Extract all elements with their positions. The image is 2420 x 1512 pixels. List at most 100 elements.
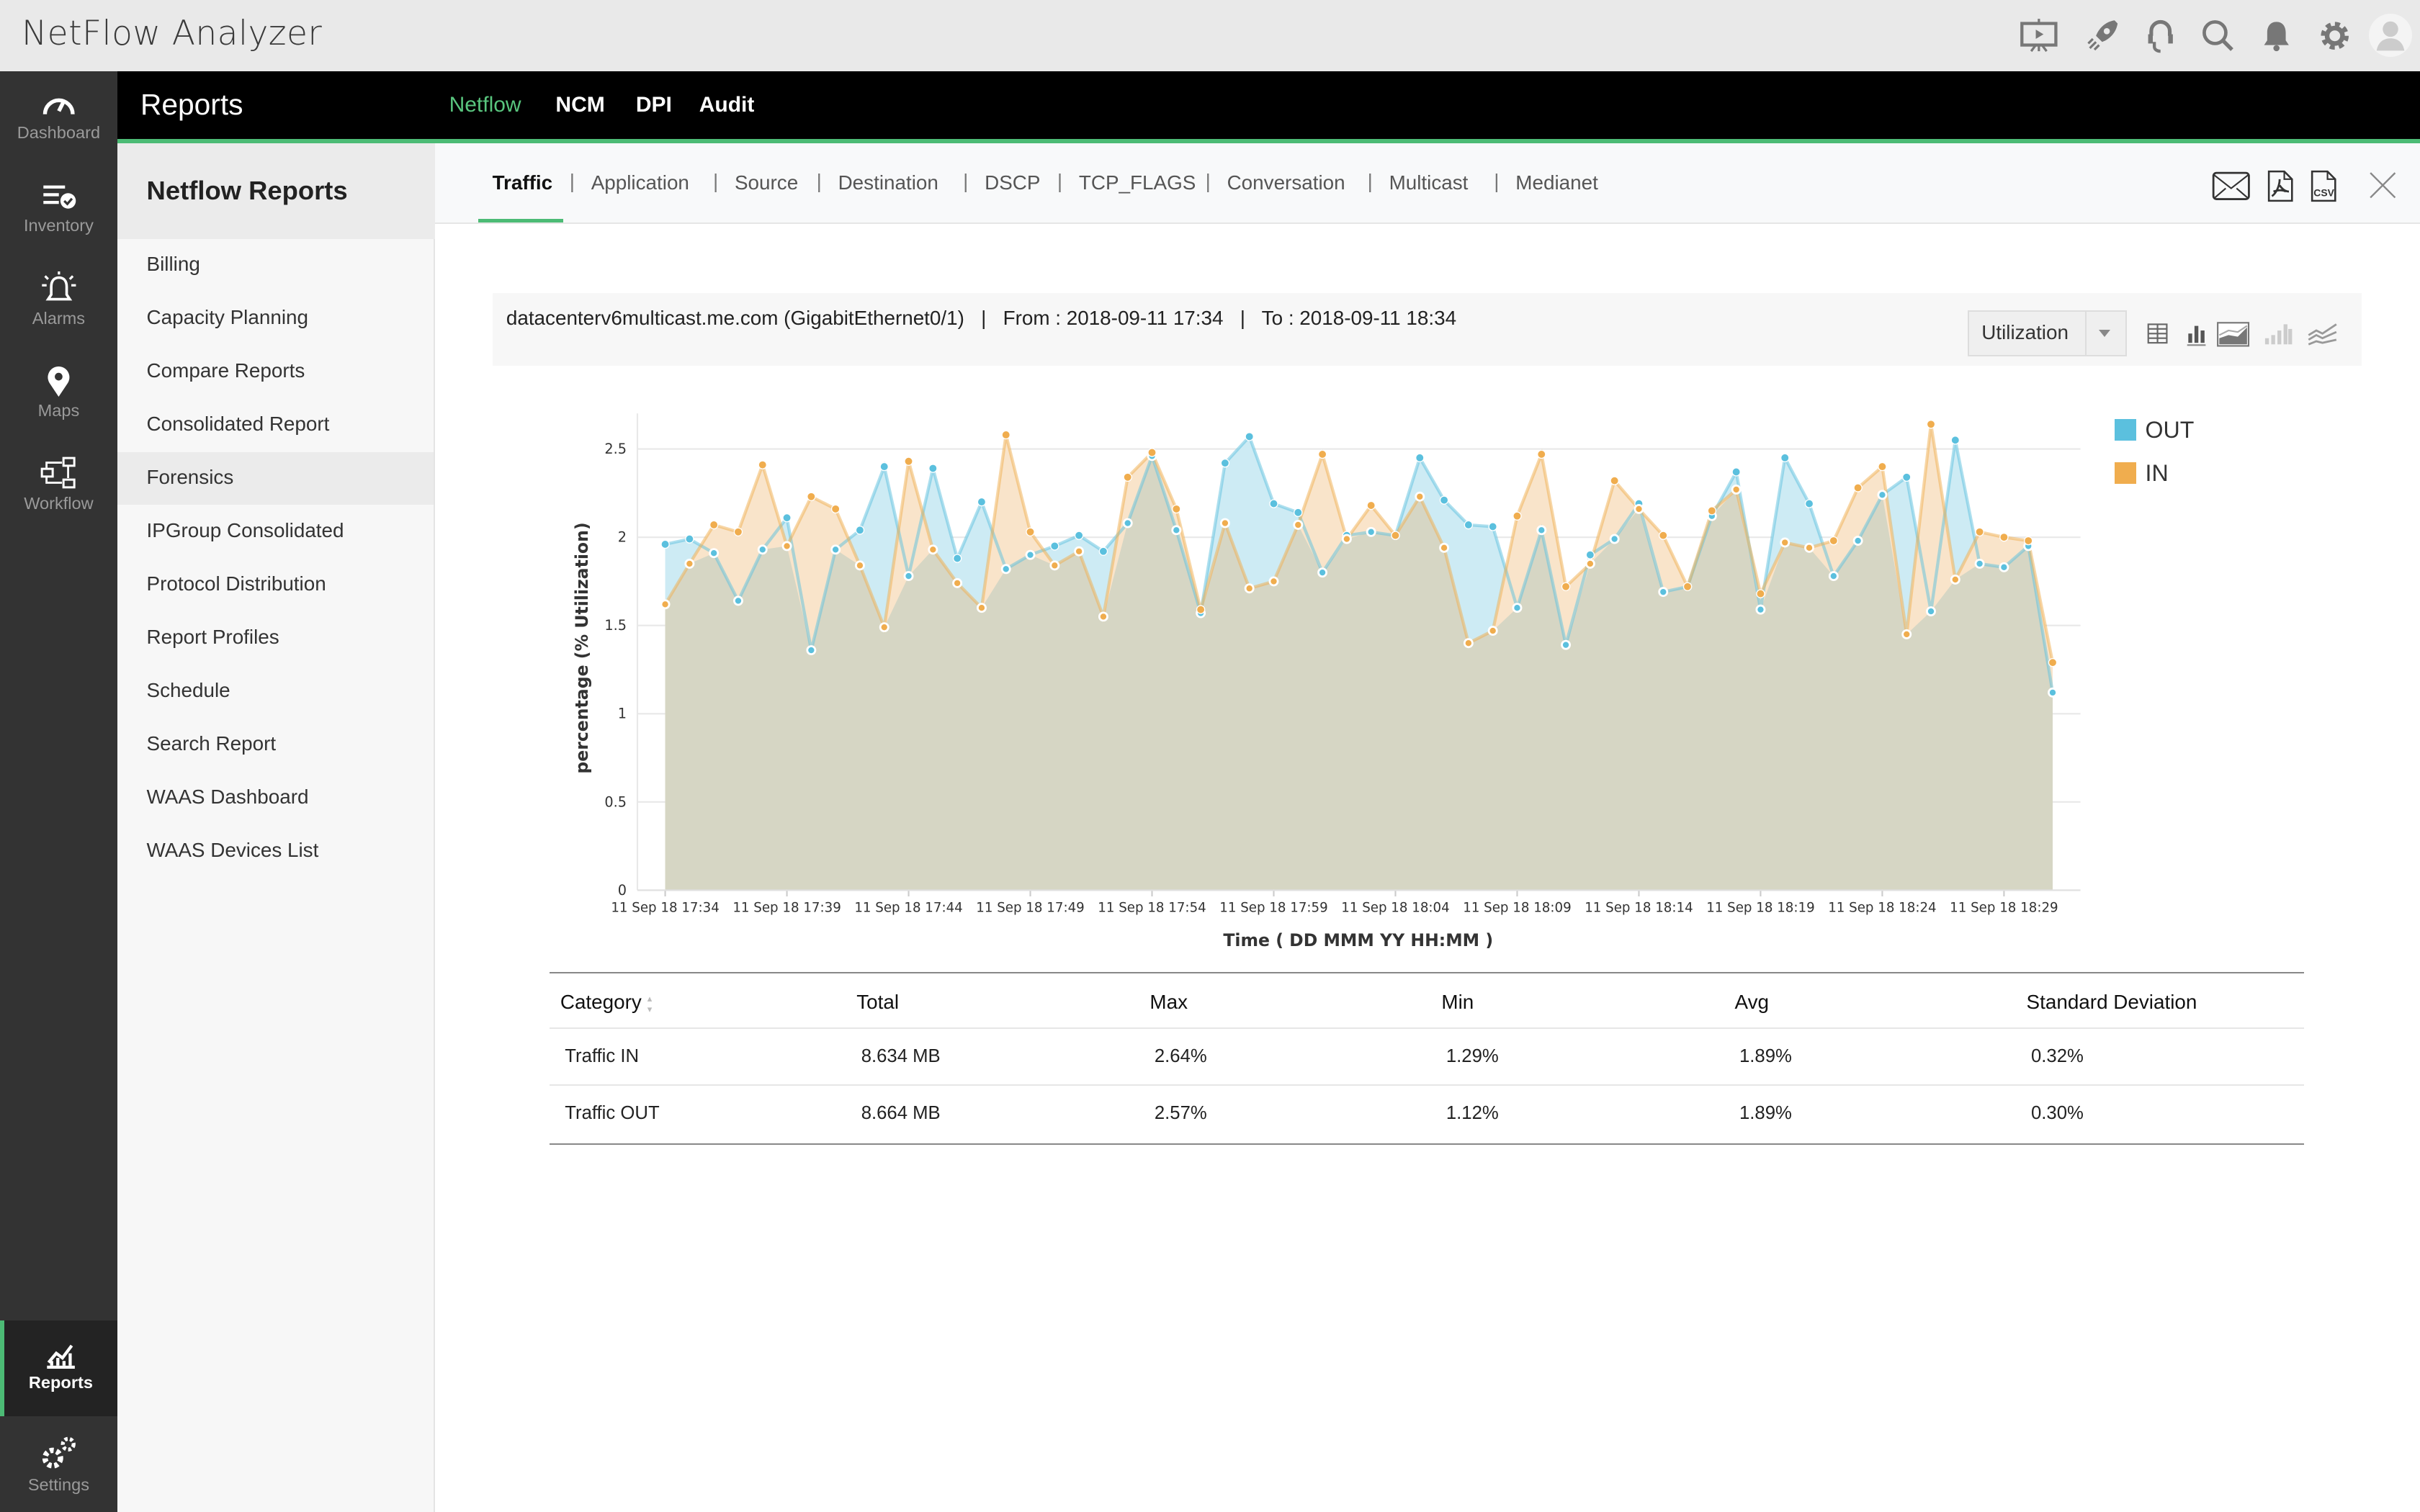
data-point-out[interactable] xyxy=(879,462,889,472)
data-point-in[interactable] xyxy=(830,504,841,514)
data-point-out[interactable] xyxy=(1171,525,1182,536)
data-point-in[interactable] xyxy=(1074,546,1085,557)
report-link[interactable]: WAAS Devices List xyxy=(146,838,319,861)
data-point-in[interactable] xyxy=(1317,449,1327,459)
data-point-out[interactable] xyxy=(660,539,670,549)
bar-chart-icon[interactable] xyxy=(2179,320,2213,348)
tab-traffic[interactable]: Traffic xyxy=(492,171,553,194)
rocket-icon[interactable] xyxy=(2084,17,2120,54)
tab-multicast[interactable]: Multicast xyxy=(1389,171,1469,194)
nav-dpi[interactable]: DPI xyxy=(635,92,672,117)
data-point-in[interactable] xyxy=(1878,462,1887,472)
report-link[interactable]: Schedule xyxy=(146,678,230,701)
data-point-in[interactable] xyxy=(709,520,719,530)
data-point-in[interactable] xyxy=(1293,520,1304,530)
data-point-out[interactable] xyxy=(1828,571,1839,582)
legend-item-out[interactable]: OUT xyxy=(2114,417,2194,444)
headset-icon[interactable] xyxy=(2142,17,2179,54)
data-point-in[interactable] xyxy=(1219,518,1230,528)
tab-application[interactable]: Application xyxy=(591,171,689,194)
data-point-out[interactable] xyxy=(757,544,768,555)
stacked-bar-icon[interactable] xyxy=(2261,320,2295,348)
report-link[interactable]: Search Report xyxy=(146,732,277,755)
data-point-out[interactable] xyxy=(1926,606,1936,617)
data-point-in[interactable] xyxy=(1780,537,1791,548)
presentation-icon[interactable] xyxy=(2019,17,2059,54)
tab-source[interactable]: Source xyxy=(734,171,799,194)
data-point-in[interactable] xyxy=(879,622,889,633)
data-point-in[interactable] xyxy=(1487,626,1498,636)
tab-medianet[interactable]: Medianet xyxy=(1515,171,1598,194)
data-point-in[interactable] xyxy=(1926,420,1936,429)
data-point-in[interactable] xyxy=(1634,503,1644,514)
data-point-in[interactable] xyxy=(952,577,963,588)
sidebar-item-dashboard[interactable]: Dashboard xyxy=(0,71,117,164)
data-point-out[interactable] xyxy=(782,513,792,523)
data-point-out[interactable] xyxy=(1245,432,1254,441)
data-point-out[interactable] xyxy=(1074,531,1084,540)
data-point-out[interactable] xyxy=(1415,453,1425,463)
email-icon[interactable] xyxy=(2212,171,2251,201)
user-avatar-icon[interactable] xyxy=(2369,14,2413,58)
data-point-out[interactable] xyxy=(1098,546,1108,556)
report-link[interactable]: Report Profiles xyxy=(146,625,279,648)
tab-dscp[interactable]: DSCP xyxy=(985,171,1041,194)
data-point-in[interactable] xyxy=(2048,657,2058,667)
data-point-in[interactable] xyxy=(1196,605,1206,614)
legend-item-in[interactable]: IN xyxy=(2114,460,2169,487)
data-point-in[interactable] xyxy=(807,492,816,501)
data-point-out[interactable] xyxy=(1950,436,1960,445)
data-point-out[interactable] xyxy=(855,526,865,535)
data-point-out[interactable] xyxy=(709,548,720,559)
data-point-in[interactable] xyxy=(660,599,671,610)
data-point-out[interactable] xyxy=(977,497,987,507)
bell-icon[interactable] xyxy=(2258,17,2295,54)
data-point-out[interactable] xyxy=(830,544,841,555)
table-view-icon[interactable] xyxy=(2141,320,2174,348)
data-point-out[interactable] xyxy=(1122,518,1133,528)
data-point-out[interactable] xyxy=(1731,467,1741,477)
data-point-in[interactable] xyxy=(1561,582,1571,591)
close-icon[interactable] xyxy=(2369,171,2397,199)
data-point-out[interactable] xyxy=(1585,550,1595,559)
data-point-out[interactable] xyxy=(1464,520,1474,530)
data-point-in[interactable] xyxy=(1098,611,1108,622)
data-point-out[interactable] xyxy=(1974,558,1985,569)
report-link[interactable]: Consolidated Report xyxy=(146,413,330,436)
data-point-out[interactable] xyxy=(1561,639,1572,650)
sidebar-item-settings[interactable]: Settings xyxy=(0,1419,117,1512)
data-point-in[interactable] xyxy=(1537,449,1546,459)
pdf-icon[interactable] xyxy=(2267,170,2293,202)
data-point-in[interactable] xyxy=(1391,531,1400,540)
gear-icon[interactable] xyxy=(2316,17,2353,54)
nav-ncm[interactable]: NCM xyxy=(555,92,605,117)
data-point-in[interactable] xyxy=(1172,504,1181,514)
report-link[interactable]: Protocol Distribution xyxy=(146,572,326,595)
data-point-in[interactable] xyxy=(1366,500,1376,510)
data-point-in[interactable] xyxy=(1731,484,1742,495)
data-point-out[interactable] xyxy=(1536,525,1547,536)
data-point-in[interactable] xyxy=(1001,430,1010,440)
data-point-in[interactable] xyxy=(1512,511,1522,521)
data-point-out[interactable] xyxy=(1025,549,1036,560)
data-point-in[interactable] xyxy=(1026,527,1035,537)
data-point-out[interactable] xyxy=(1317,567,1328,578)
sidebar-item-workflow[interactable]: Workflow xyxy=(0,441,117,534)
data-point-out[interactable] xyxy=(1609,534,1620,544)
data-point-out[interactable] xyxy=(928,464,938,473)
data-point-out[interactable] xyxy=(952,554,962,563)
data-point-out[interactable] xyxy=(903,571,914,582)
sidebar-item-inventory[interactable]: Inventory xyxy=(0,163,117,256)
report-link[interactable]: Compare Reports xyxy=(146,359,305,382)
tab-conversation[interactable]: Conversation xyxy=(1227,171,1345,194)
data-point-in[interactable] xyxy=(1610,476,1619,485)
sort-icon[interactable]: ▴▾ xyxy=(645,993,656,1015)
data-point-in[interactable] xyxy=(1244,583,1255,594)
data-point-out[interactable] xyxy=(1000,564,1011,575)
data-point-out[interactable] xyxy=(1902,472,1912,482)
report-link[interactable]: Capacity Planning xyxy=(146,306,308,329)
data-point-in[interactable] xyxy=(684,558,695,569)
data-point-in[interactable] xyxy=(976,603,987,613)
data-point-out[interactable] xyxy=(806,645,817,655)
sidebar-item-reports[interactable]: Reports xyxy=(0,1320,117,1417)
